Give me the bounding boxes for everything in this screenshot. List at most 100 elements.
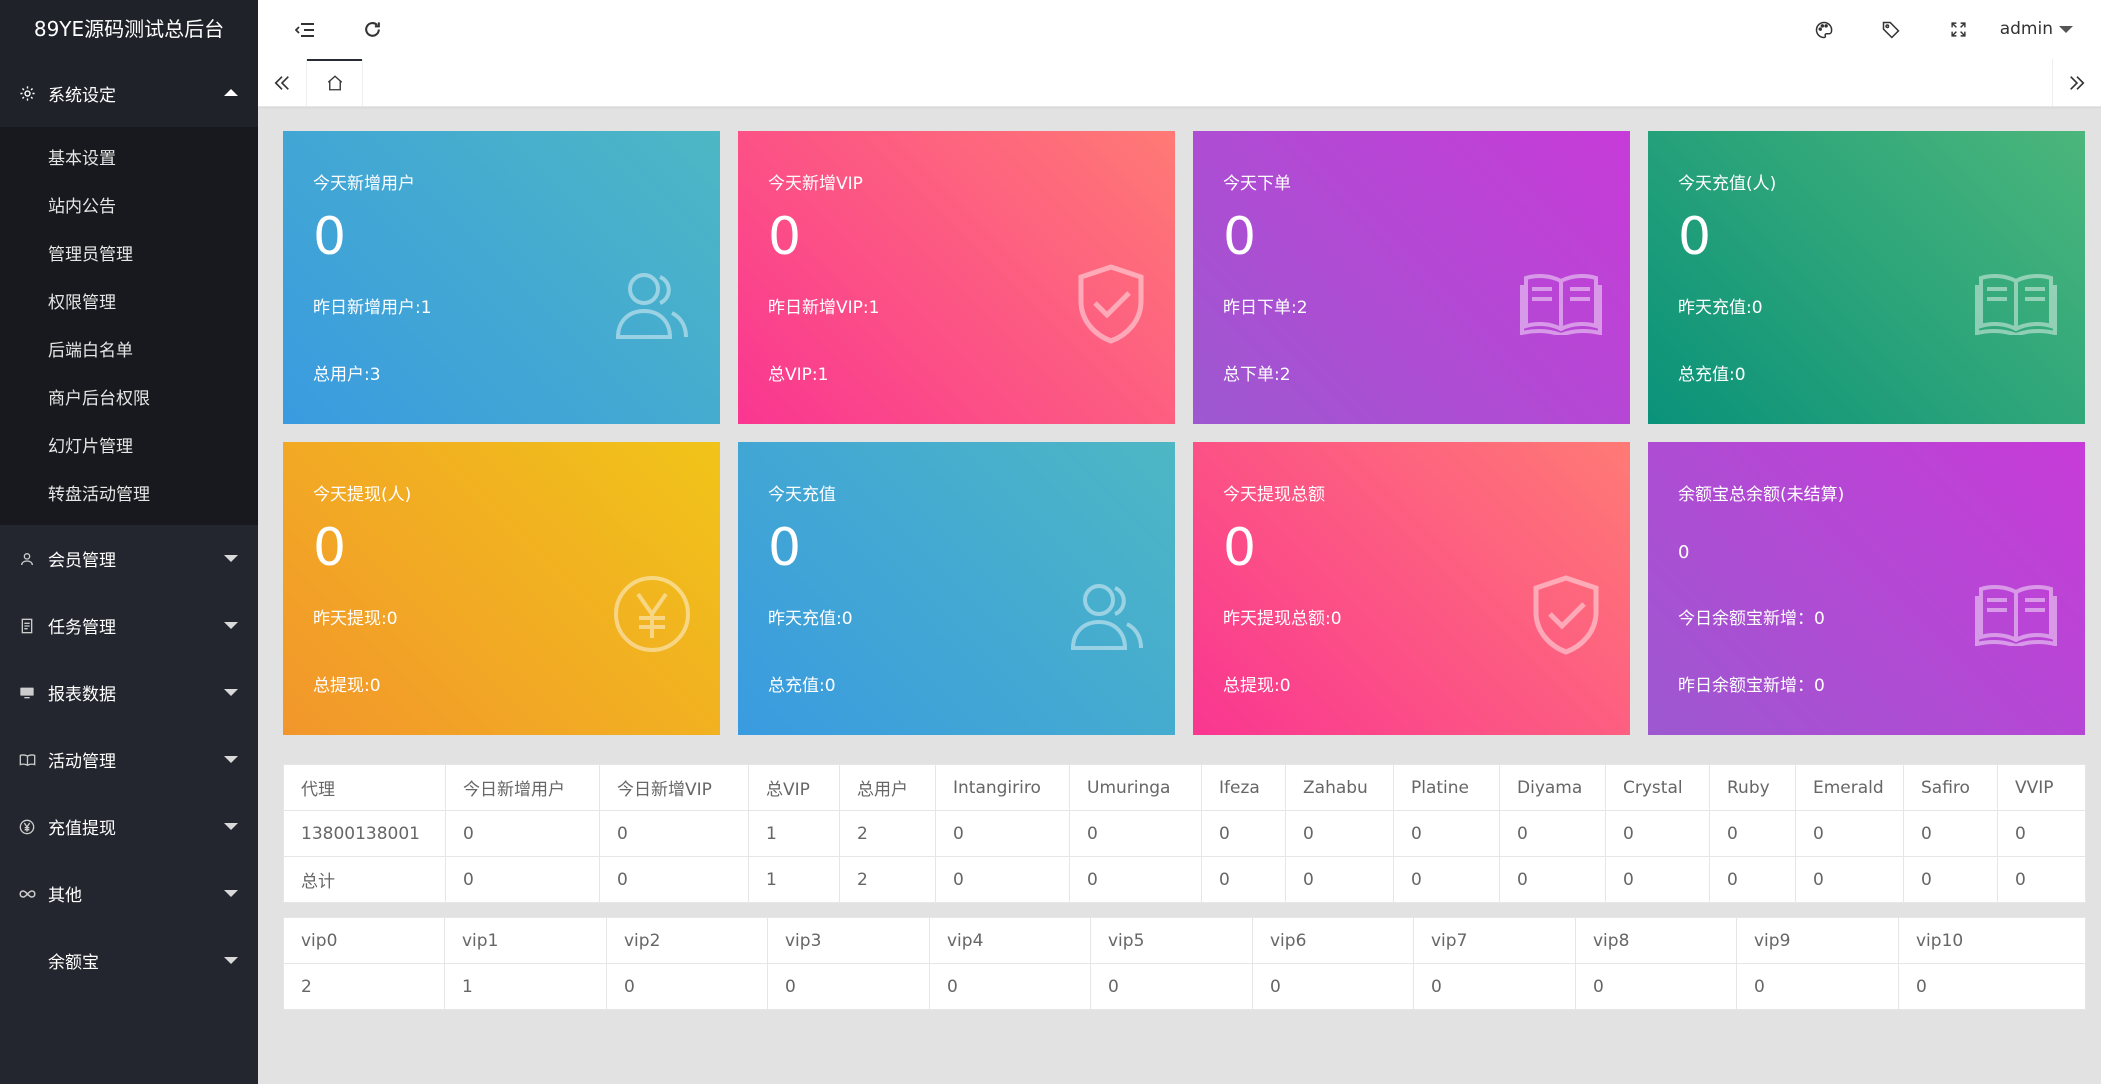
sidebar-section-recharge-withdraw[interactable]: 充值提现 <box>0 793 258 860</box>
table-row-total: 总计 0 0 1 2 0 0 0 0 0 0 0 0 0 0 0 <box>283 856 2086 903</box>
table-cell: 0 <box>929 963 1091 1010</box>
sidebar-item-basic-settings[interactable]: 基本设置 <box>48 149 116 169</box>
sidebar-item-announcements[interactable]: 站内公告 <box>48 197 116 217</box>
chevron-down-icon <box>224 890 238 897</box>
sidebar: 89YE源码测试总后台 系统设定 基本设置 站内公告 管理员管理 权限管理 后端… <box>0 0 258 1084</box>
table-header-row: vip0 vip1 vip2 vip3 vip4 vip5 vip6 vip7 … <box>283 917 2086 964</box>
stat-card-yuebao-balance: 余额宝总余额(未结算) 0 今日余额宝新增：0 昨日余额宝新增：0 <box>1648 442 2085 735</box>
caret-down-icon <box>2059 25 2073 33</box>
column-header: Zahabu <box>1285 764 1394 811</box>
stat-card-orders: 今天下单 0 昨日下单:2 总下单:2 <box>1193 131 1630 424</box>
sidebar-section-system-settings[interactable]: 系统设定 <box>0 60 258 127</box>
column-header: Intangiriro <box>935 764 1070 811</box>
table-cell: 0 <box>1069 856 1202 903</box>
column-header: Ifeza <box>1201 764 1286 811</box>
home-tab[interactable] <box>306 59 363 106</box>
sidebar-section-activities[interactable]: 活动管理 <box>0 726 258 793</box>
table-cell: 0 <box>1499 810 1606 857</box>
card-value: 0 <box>1678 207 1712 267</box>
column-header: Safiro <box>1903 764 1998 811</box>
chevron-down-icon <box>224 823 238 830</box>
table-cell: 1 <box>444 963 607 1010</box>
table-cell: 0 <box>1575 963 1737 1010</box>
card-secondary: 昨天充值:0 <box>768 609 853 629</box>
column-header: vip1 <box>444 917 607 964</box>
column-header: 今日新增VIP <box>599 764 749 811</box>
table-cell: 0 <box>599 856 749 903</box>
shield-check-icon <box>1530 574 1602 660</box>
sidebar-item-permissions[interactable]: 权限管理 <box>48 293 116 313</box>
chevron-down-icon <box>224 756 238 763</box>
table-cell: 0 <box>1903 810 1998 857</box>
home-icon <box>327 74 342 90</box>
table-cell: 0 <box>1393 856 1500 903</box>
card-total: 总用户:3 <box>313 365 381 385</box>
column-header: vip10 <box>1898 917 2086 964</box>
chevron-down-icon <box>224 957 238 964</box>
card-total: 总充值:0 <box>768 676 836 696</box>
tabs-bar <box>258 59 2101 107</box>
sidebar-section-label: 会员管理 <box>48 551 116 571</box>
table-cell: 0 <box>606 963 768 1010</box>
table-cell: 0 <box>1605 856 1710 903</box>
sidebar-section-reports[interactable]: 报表数据 <box>0 659 258 726</box>
sidebar-section-label: 系统设定 <box>48 86 116 106</box>
sidebar-section-label: 活动管理 <box>48 752 116 772</box>
table-cell: 0 <box>1393 810 1500 857</box>
system-settings-submenu: 基本设置 站内公告 管理员管理 权限管理 后端白名单 商户后台权限 幻灯片管理 … <box>0 127 258 525</box>
sidebar-section-yuebao[interactable]: 余额宝 <box>0 927 258 994</box>
column-header: vip5 <box>1090 917 1253 964</box>
sidebar-item-admin-management[interactable]: 管理员管理 <box>48 245 133 265</box>
tabs-scroll-left-icon[interactable] <box>258 59 306 106</box>
card-value: 0 <box>1678 542 1690 563</box>
card-value: 0 <box>313 207 347 267</box>
sidebar-section-other[interactable]: 其他 <box>0 860 258 927</box>
sidebar-item-backend-whitelist[interactable]: 后端白名单 <box>48 341 133 361</box>
sidebar-section-members[interactable]: 会员管理 <box>0 525 258 592</box>
sidebar-section-tasks[interactable]: 任务管理 <box>0 592 258 659</box>
table-cell: 0 <box>935 856 1070 903</box>
card-secondary: 昨天提现:0 <box>313 609 398 629</box>
table-cell: 0 <box>1709 856 1796 903</box>
column-header: 今日新增用户 <box>445 764 600 811</box>
table-cell: 2 <box>839 810 936 857</box>
theme-icon[interactable] <box>1799 0 1849 59</box>
stat-card-new-vip: 今天新增VIP 0 昨日新增VIP:1 总VIP:1 <box>738 131 1175 424</box>
menu-collapse-icon[interactable] <box>280 0 330 59</box>
table-cell: 0 <box>1605 810 1710 857</box>
refresh-icon[interactable] <box>347 0 397 59</box>
table-cell: 1 <box>748 810 840 857</box>
app-logo-title: 89YE源码测试总后台 <box>0 0 258 60</box>
card-title: 今天下单 <box>1223 174 1291 194</box>
table-cell: 0 <box>1201 810 1286 857</box>
admin-user-menu[interactable]: admin <box>2000 0 2073 59</box>
top-header: admin <box>258 0 2101 60</box>
table-cell: 0 <box>1997 856 2086 903</box>
column-header: Umuringa <box>1069 764 1202 811</box>
sidebar-item-wheel-activity[interactable]: 转盘活动管理 <box>48 485 150 505</box>
tabs-scroll-right-icon[interactable] <box>2052 59 2101 106</box>
agent-stats-table: 代理 今日新增用户 今日新增VIP 总VIP 总用户 Intangiriro U… <box>283 764 2086 903</box>
table-cell: 0 <box>1795 810 1904 857</box>
table-cell: 13800138001 <box>283 810 446 857</box>
table-cell: 1 <box>748 856 840 903</box>
card-total: 总提现:0 <box>1223 676 1291 696</box>
user-icon <box>18 550 36 568</box>
tag-icon[interactable] <box>1866 0 1916 59</box>
sidebar-item-slideshow[interactable]: 幻灯片管理 <box>48 437 133 457</box>
card-value: 0 <box>768 518 802 578</box>
column-header: vip8 <box>1575 917 1737 964</box>
column-header: vip3 <box>767 917 930 964</box>
card-total: 总VIP:1 <box>768 365 829 385</box>
card-secondary: 昨天提现总额:0 <box>1223 609 1342 629</box>
table-cell: 0 <box>935 810 1070 857</box>
table-cell: 0 <box>1252 963 1414 1010</box>
fullscreen-icon[interactable] <box>1933 0 1983 59</box>
stat-card-new-users: 今天新增用户 0 昨日新增用户:1 总用户:3 <box>283 131 720 424</box>
sidebar-item-merchant-permissions[interactable]: 商户后台权限 <box>48 389 150 409</box>
card-title: 今天充值 <box>768 485 836 505</box>
column-header: vip0 <box>283 917 445 964</box>
sidebar-section-label: 报表数据 <box>48 685 116 705</box>
table-cell: 0 <box>1413 963 1576 1010</box>
chevron-down-icon <box>224 689 238 696</box>
